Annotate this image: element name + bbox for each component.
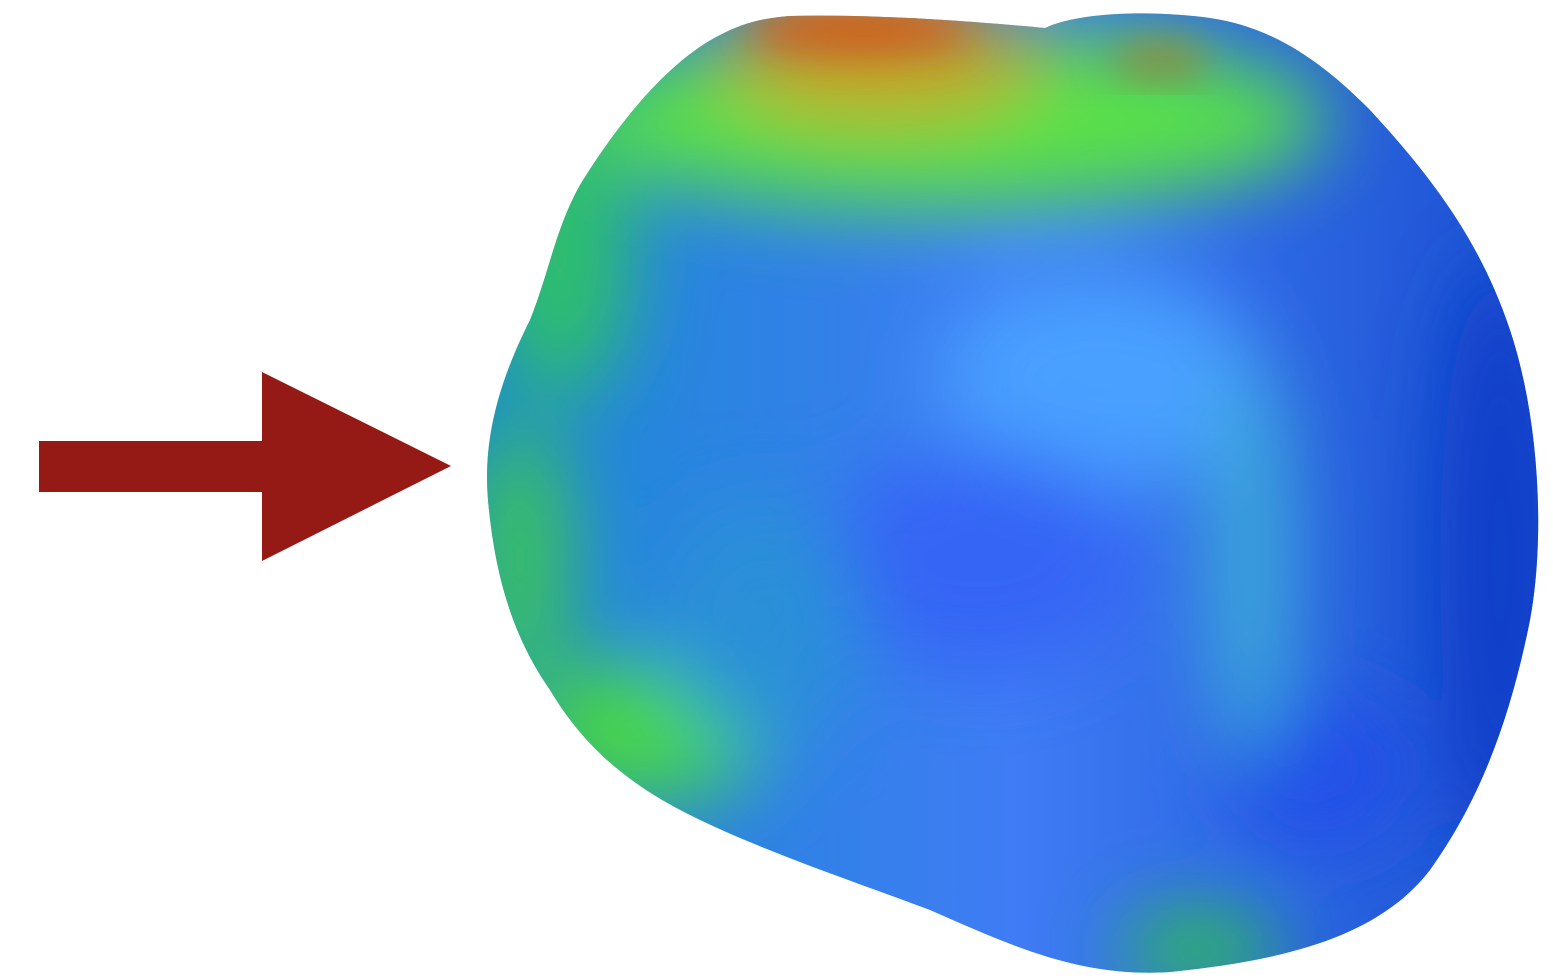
surface-shape [487, 13, 1539, 973]
arrow [39, 372, 451, 561]
